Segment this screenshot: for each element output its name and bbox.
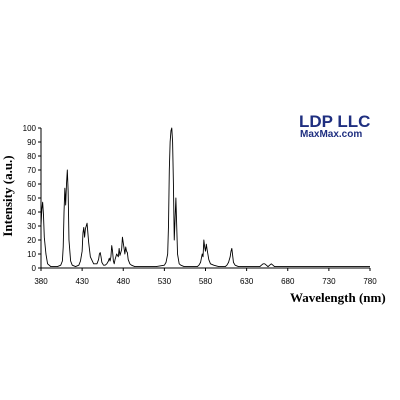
y-tick-label: 80 — [27, 152, 36, 161]
brand-logo-name: LDP LLC — [299, 112, 371, 131]
y-tick-label: 40 — [27, 208, 36, 217]
y-tick-label: 30 — [27, 222, 36, 231]
y-tick-label: 20 — [27, 236, 36, 245]
x-tick-label: 780 — [363, 277, 377, 286]
x-tick-label: 630 — [240, 277, 254, 286]
x-tick-label: 430 — [75, 277, 89, 286]
x-tick-label: 580 — [199, 277, 213, 286]
y-tick-label: 70 — [27, 166, 36, 175]
y-tick-label: 50 — [27, 194, 36, 203]
x-axis-ticks: 380 430 480 530 580 630 680 730 780 — [34, 268, 377, 286]
series-layer — [40, 127, 370, 268]
y-tick-label: 100 — [23, 124, 37, 133]
x-tick-label: 530 — [158, 277, 172, 286]
x-tick-label: 380 — [34, 277, 48, 286]
y-tick-label: 90 — [27, 138, 36, 147]
x-tick-label: 480 — [117, 277, 131, 286]
y-tick-label: 0 — [32, 264, 37, 273]
brand-logo-url: MaxMax.com — [300, 129, 363, 140]
y-axis-title: Intensity (a.u.) — [0, 155, 15, 236]
y-tick-label: 10 — [27, 250, 36, 259]
axes — [40, 128, 370, 269]
x-tick-label: 680 — [281, 277, 295, 286]
y-axis-ticks: 0 10 20 30 40 50 60 70 80 90 100 — [23, 124, 41, 273]
spectrum-line — [40, 127, 370, 268]
y-tick-label: 60 — [27, 180, 36, 189]
x-axis-title: Wavelength (nm) — [290, 290, 386, 305]
x-tick-label: 730 — [322, 277, 336, 286]
